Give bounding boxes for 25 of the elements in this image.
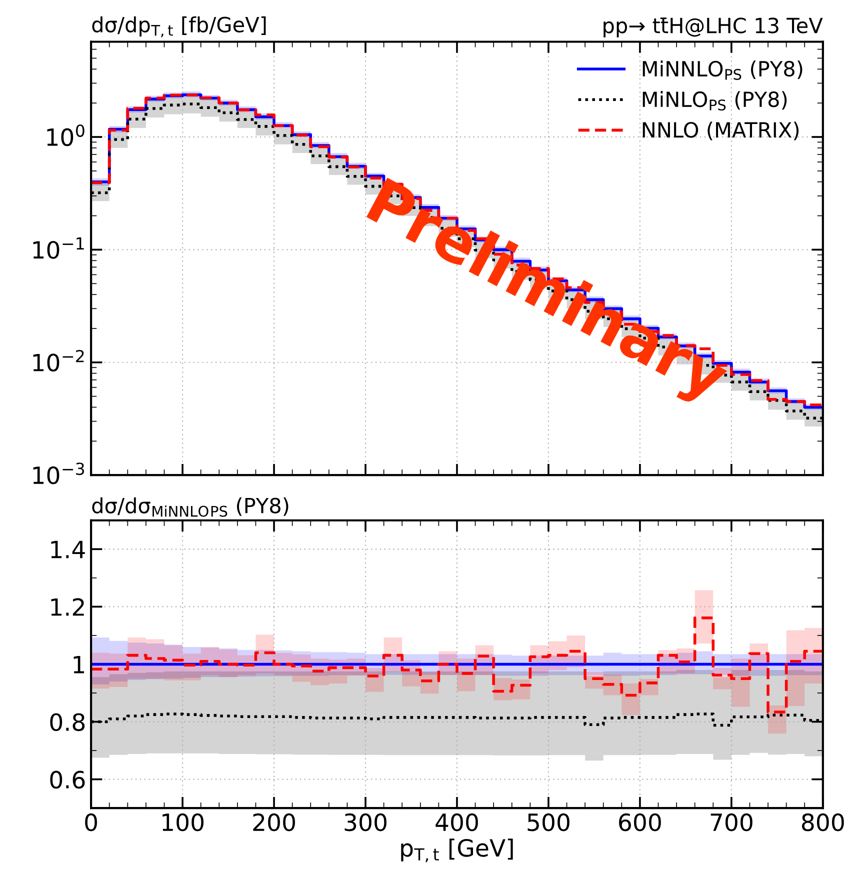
y-axis-title: dσ/dσ$_{MiNNLOPS}$ (PY8) (92, 497, 288, 517)
legend-label: MiNLO$_{PS}$ (PY8) (642, 91, 787, 111)
chart-title: pp→ tt̄H@LHC 13 TeV (604, 18, 823, 38)
x-tick-label: 400 (436, 813, 478, 832)
x-tick-label: 500 (528, 813, 570, 832)
y-axis-title: dσ/dp$_{T,t}$ [fb/GeV] (92, 16, 266, 38)
x-tick-label: 700 (710, 813, 752, 832)
y-tick-label: 10$^{−1}$ (33, 237, 84, 259)
x-tick-label: 800 (802, 813, 844, 832)
x-tick-label: 600 (619, 813, 661, 832)
x-tick-label: 100 (162, 813, 204, 832)
y-tick-label: 0.6 (50, 770, 85, 789)
x-tick-label: 300 (344, 813, 386, 832)
y-tick-label: 0.8 (50, 713, 85, 732)
x-tick-label: 0 (85, 813, 97, 832)
y-tick-label: 1 (74, 656, 84, 674)
x-axis-title: p$_{T,t}$ [GeV] (401, 838, 513, 862)
y-tick-label: 1.2 (51, 598, 84, 616)
y-tick-label: 10$^{0}$ (47, 124, 84, 146)
legend-label: NNLO (MATRIX) (642, 122, 799, 140)
x-tick-label: 200 (253, 813, 295, 832)
legend-label: MiNNLO$_{PS}$ (PY8) (642, 60, 802, 80)
y-tick-label: 10$^{−3}$ (33, 462, 84, 484)
y-tick-label: 1.4 (51, 540, 85, 558)
y-tick-label: 10$^{−2}$ (33, 350, 84, 372)
